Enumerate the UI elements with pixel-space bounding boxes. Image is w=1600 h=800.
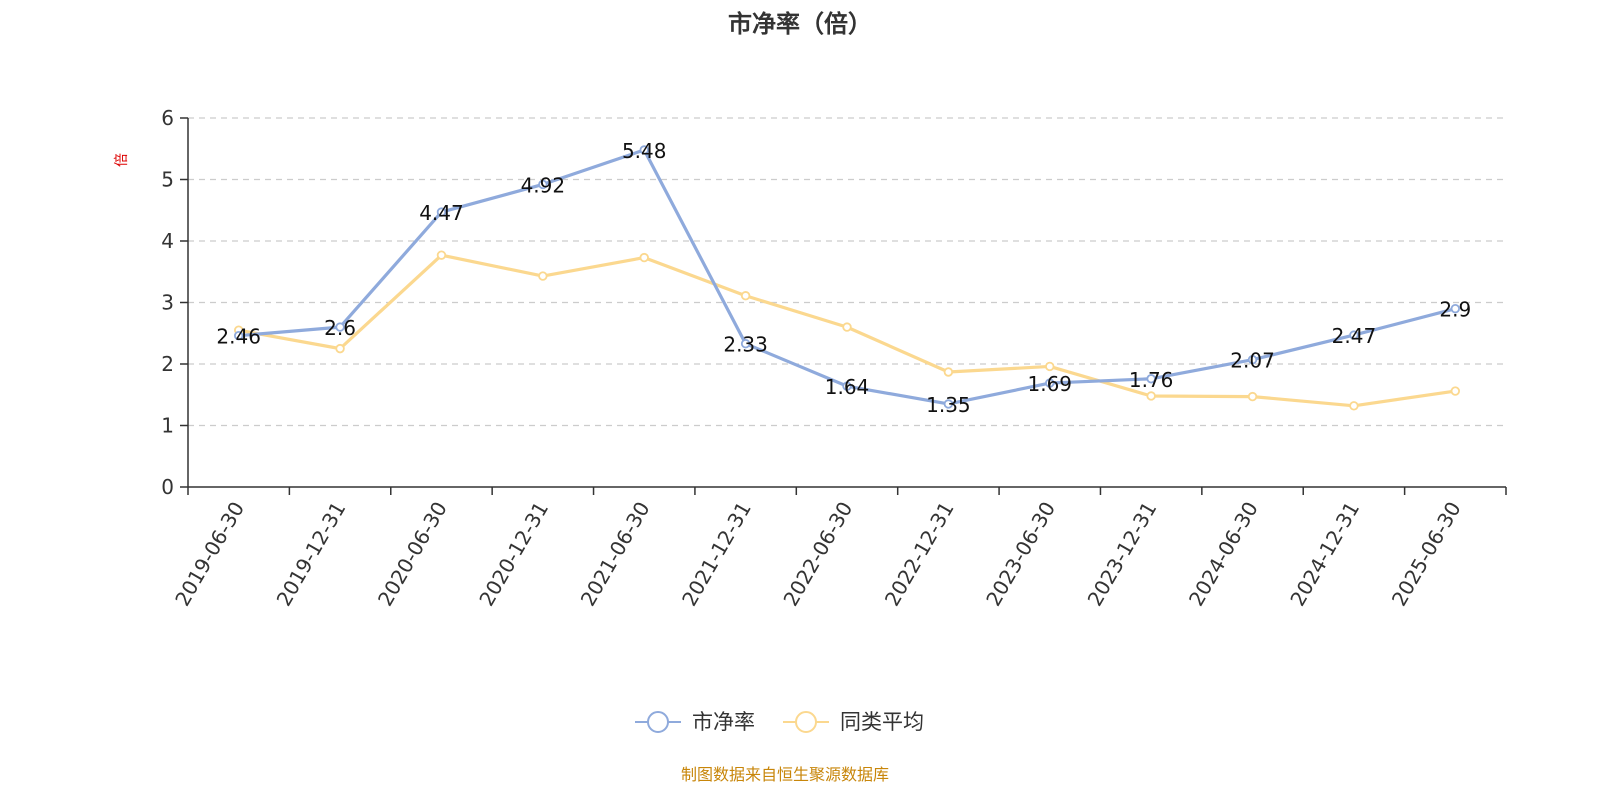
series-point-0[interactable] <box>335 322 345 332</box>
y-tick-label: 1 <box>161 414 174 438</box>
x-tick-label: 2023-06-30 <box>981 498 1060 611</box>
data-label: 1.76 <box>1129 368 1174 392</box>
series-lines <box>233 145 1461 411</box>
legend-swatch-marker <box>795 711 817 733</box>
legend-item-0[interactable]: 市净率 <box>635 710 755 734</box>
series-point-1[interactable] <box>943 367 954 377</box>
data-label: 4.47 <box>419 201 464 225</box>
y-tick-label: 6 <box>161 106 174 130</box>
series-point-0[interactable] <box>639 145 649 155</box>
series-point-0[interactable] <box>1450 303 1461 314</box>
legend-label: 市净率 <box>692 710 755 734</box>
legend[interactable]: 市净率 同类平均 <box>635 710 924 734</box>
series-point-1[interactable] <box>335 343 345 354</box>
y-tick-label: 4 <box>161 229 174 253</box>
data-label: 2.47 <box>1332 324 1377 348</box>
y-tick-label: 0 <box>161 475 174 499</box>
series-point-0[interactable] <box>1146 374 1156 384</box>
x-tick-label: 2022-12-31 <box>880 498 959 611</box>
series-point-1[interactable] <box>842 322 852 332</box>
series-point-1[interactable] <box>1146 391 1156 401</box>
series-point-1[interactable] <box>1247 391 1258 402</box>
data-label: 1.64 <box>825 375 870 399</box>
y-axis-unit-label: 倍 <box>114 153 130 167</box>
series-point-0[interactable] <box>1247 354 1258 365</box>
series-point-0[interactable] <box>538 179 548 190</box>
legend-swatch-marker <box>647 711 669 733</box>
x-tick-label: 2024-06-30 <box>1184 498 1263 611</box>
y-tick-label: 5 <box>161 168 174 192</box>
x-tick-label: 2023-12-31 <box>1083 498 1162 611</box>
x-tick-label: 2021-06-30 <box>576 498 655 611</box>
data-label: 2.33 <box>723 333 768 357</box>
series-point-0[interactable] <box>1045 378 1055 388</box>
data-labels: 2.46 2.6 4.47 4.92 5.48 2.33 1.64 1.35 1.69 1.76 2… <box>216 139 1471 417</box>
legend-label: 同类平均 <box>840 710 924 734</box>
data-label: 4.92 <box>521 173 566 197</box>
legend-item-1[interactable]: 同类平均 <box>783 710 924 734</box>
series-point-0[interactable] <box>1349 330 1359 340</box>
series-point-1[interactable] <box>436 250 447 260</box>
x-tick-label: 2020-12-31 <box>474 498 553 611</box>
series-point-0[interactable] <box>842 381 852 391</box>
data-label: 5.48 <box>622 139 667 163</box>
x-tick-label: 2020-06-30 <box>373 498 452 611</box>
series-point-0[interactable] <box>233 331 244 341</box>
series-point-0[interactable] <box>740 339 751 349</box>
series-point-1[interactable] <box>740 291 751 301</box>
data-label: 2.6 <box>324 316 356 340</box>
y-tick-label: 3 <box>161 291 174 315</box>
series-point-1[interactable] <box>1450 386 1461 396</box>
series-point-1[interactable] <box>1045 361 1055 372</box>
data-label: 2.9 <box>1439 298 1471 322</box>
chart-title: 市净率（倍） <box>728 10 872 38</box>
data-label: 1.35 <box>926 393 971 417</box>
data-label: 2.46 <box>216 325 261 349</box>
series-point-0[interactable] <box>943 399 954 409</box>
x-tick-label: 2025-06-30 <box>1387 498 1466 611</box>
series-point-1[interactable] <box>538 271 548 281</box>
series-point-0[interactable] <box>436 207 447 217</box>
series-point-1[interactable] <box>1349 401 1359 411</box>
series-point-1[interactable] <box>639 252 649 263</box>
y-tick-label: 2 <box>161 352 174 376</box>
x-tick-label: 2019-06-30 <box>170 498 249 611</box>
data-label: 1.69 <box>1028 372 1073 396</box>
data-label: 2.07 <box>1230 349 1275 373</box>
source-note: 制图数据来自恒生聚源数据库 <box>681 765 889 784</box>
x-tick-label: 2022-06-30 <box>778 498 857 611</box>
axes: 0 1 2 3 4 5 6 2019-06-30 2019-12-31 2020-06-30 202… <box>161 106 1507 611</box>
x-tick-label: 2019-12-31 <box>272 498 351 611</box>
x-tick-label: 2024-12-31 <box>1285 498 1364 611</box>
x-tick-label: 2021-12-31 <box>677 498 756 611</box>
